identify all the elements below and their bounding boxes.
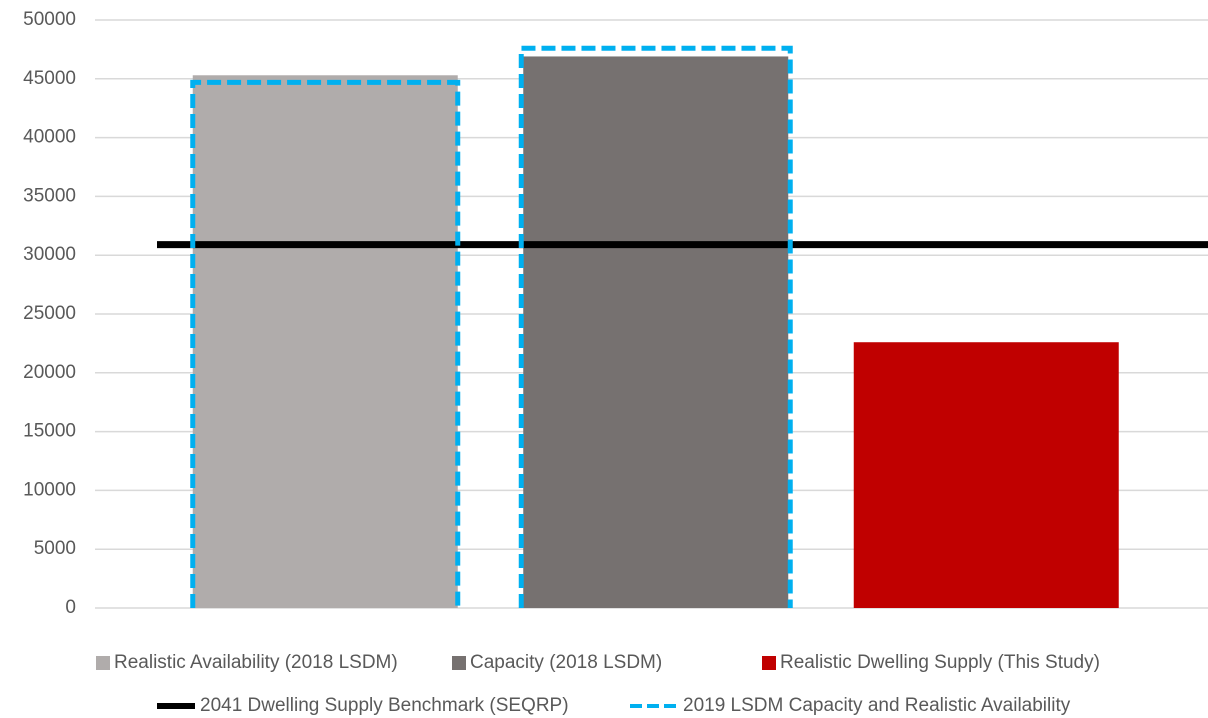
y-tick-label: 50000	[23, 9, 76, 30]
legend-label: 2041 Dwelling Supply Benchmark (SEQRP)	[200, 695, 569, 716]
y-tick-label: 40000	[23, 127, 76, 148]
legend-swatch	[96, 656, 110, 670]
y-tick-label: 45000	[23, 68, 76, 89]
bar	[192, 75, 458, 609]
y-tick-label: 25000	[23, 303, 76, 324]
legend-swatch	[762, 656, 776, 670]
y-tick-label: 30000	[23, 244, 76, 265]
y-tick-label: 0	[65, 597, 76, 618]
legend-label: Realistic Availability (2018 LSDM)	[114, 652, 398, 673]
bar	[523, 56, 789, 609]
y-tick-label: 5000	[34, 538, 76, 559]
legend-label: 2019 LSDM Capacity and Realistic Availab…	[683, 695, 1071, 716]
legend-label: Realistic Dwelling Supply (This Study)	[780, 652, 1100, 673]
y-tick-label: 35000	[23, 185, 76, 206]
legend-label: Capacity (2018 LSDM)	[470, 652, 662, 673]
dashed-outline	[518, 45, 793, 608]
bar	[853, 342, 1119, 608]
y-tick-label: 15000	[23, 421, 76, 442]
dashed-outline	[190, 79, 461, 608]
legend-swatch	[452, 656, 466, 670]
y-tick-label: 20000	[23, 362, 76, 383]
y-tick-label: 10000	[23, 479, 76, 500]
